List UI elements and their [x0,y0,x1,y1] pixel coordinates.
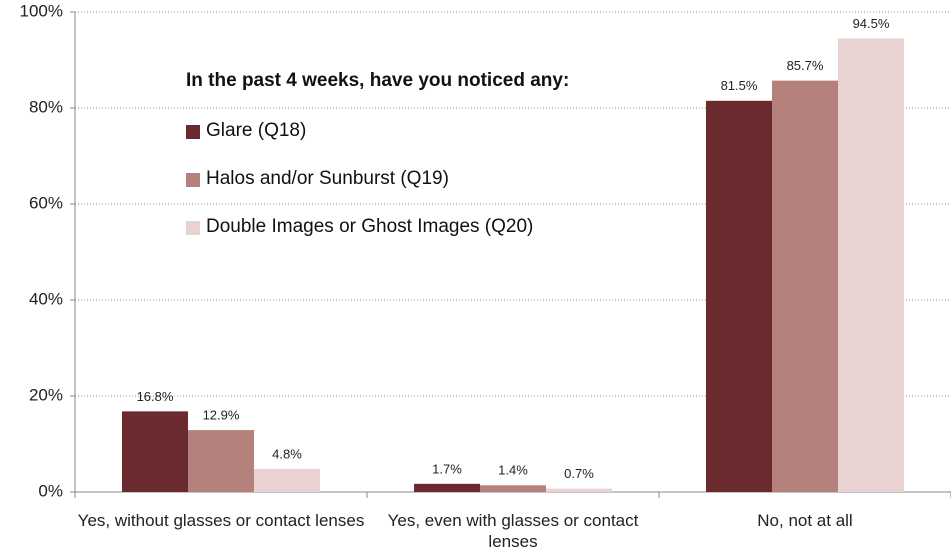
legend-swatch [186,221,200,235]
value-label: 0.7% [564,466,594,481]
bar [772,80,838,492]
value-label: 94.5% [853,16,890,31]
legend: In the past 4 weeks, have you noticed an… [186,70,626,262]
legend-title: In the past 4 weeks, have you noticed an… [186,70,570,91]
bar [254,468,320,492]
legend-label: Double Images or Ghost Images (Q20) [206,216,534,237]
y-tick-label: 60% [29,193,63,212]
y-tick-label: 40% [29,289,63,308]
bar [188,430,254,492]
value-label: 1.4% [498,463,528,478]
legend-swatch [186,125,200,139]
value-label: 85.7% [787,58,824,73]
legend-label: Glare (Q18) [206,120,307,141]
value-label: 4.8% [272,446,302,461]
bar [414,483,480,492]
x-tick-label: Yes, even with glasses or contact lenses [387,511,639,551]
y-tick-label: 20% [29,385,63,404]
value-label: 1.7% [432,461,462,476]
y-tick-label: 100% [20,1,63,20]
value-label: 12.9% [203,408,240,423]
legend-item: Halos and/or Sunburst (Q19) [186,166,536,192]
y-tick-label: 80% [29,97,63,116]
value-label: 81.5% [721,78,758,93]
bar [838,38,904,493]
x-tick-label: Yes, without glasses or contact lenses [77,511,365,530]
y-tick-label: 0% [38,481,63,500]
legend-label: Halos and/or Sunburst (Q19) [206,168,449,189]
bar [546,488,612,492]
bar [122,411,188,492]
bar [480,485,546,492]
legend-swatch [186,173,200,187]
value-label: 16.8% [137,389,174,404]
legend-item: Glare (Q18) [186,118,536,144]
legend-item: Double Images or Ghost Images (Q20) [186,214,536,240]
x-tick-label: No, not at all [757,511,853,530]
bar [706,100,772,493]
